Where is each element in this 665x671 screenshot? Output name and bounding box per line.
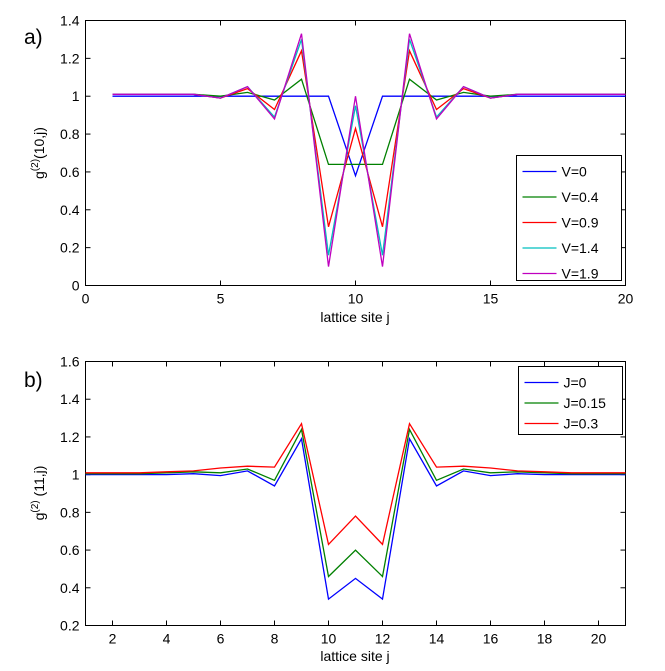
y-tick-label: 0.6 <box>60 542 80 558</box>
legend-label: V=0 <box>562 164 588 180</box>
legend-label: V=1.4 <box>562 240 599 256</box>
y-tick-label: 0.2 <box>60 240 80 256</box>
x-tick-label: 16 <box>483 631 499 647</box>
legend-label: J=0.3 <box>564 416 599 432</box>
panel-a: a) 0 5 10 15 20 0 0.2 0.4 0.6 0.8 1 1.2 1.4 lattice … <box>24 13 633 326</box>
y-tick-label: 1.2 <box>60 429 80 445</box>
y-tick-label: 0.8 <box>60 126 80 142</box>
y-tick-label: 1 <box>72 88 80 104</box>
y-tick-label: 0.8 <box>60 504 80 520</box>
y-tick-label: 0.2 <box>60 618 80 634</box>
x-tick-label: 20 <box>618 291 634 307</box>
x-tick-label: 10 <box>348 291 364 307</box>
series-line-v-0 <box>112 95 626 178</box>
x-tick-label: 18 <box>537 631 553 647</box>
x-axis-label-b: lattice site j <box>320 648 389 664</box>
legend-label: V=0.4 <box>562 189 599 205</box>
x-tick-label: 4 <box>163 631 171 647</box>
series-line-j-0-3 <box>85 422 626 546</box>
legend-label: J=0.15 <box>564 395 607 411</box>
y-tick-label: 1.4 <box>60 13 80 29</box>
series-line-j-0 <box>85 436 626 601</box>
y-tick-label: 0.6 <box>60 164 80 180</box>
legend-a: V=0 V=0.4 V=0.9 V=1.4 V=1.9 <box>516 155 622 282</box>
x-tick-label: 5 <box>217 291 225 307</box>
y-tick-label: 0 <box>72 278 80 294</box>
series-line-j-0-15 <box>85 427 626 578</box>
x-axis-label-a: lattice site j <box>320 309 389 325</box>
x-tick-label: 6 <box>217 631 225 647</box>
y-tick-label: 1.4 <box>60 391 80 407</box>
x-tick-label: 8 <box>271 631 279 647</box>
x-tick-label: 15 <box>483 291 499 307</box>
y-tick-label: 0.4 <box>60 202 80 218</box>
panel-label-b: b) <box>24 369 43 392</box>
legend-label: V=0.9 <box>562 215 599 231</box>
legend-label: J=0 <box>564 375 587 391</box>
legend-label: V=1.9 <box>562 266 599 282</box>
legend-box-a <box>516 155 622 281</box>
x-tick-label: 12 <box>375 631 391 647</box>
x-tick-label: 20 <box>591 631 607 647</box>
panel-b: b) 2 4 6 8 10 12 14 16 18 20 0.2 0.4 0.6 0.8 1 1.2 1.4 1.… <box>24 354 626 664</box>
panel-label-a: a) <box>24 26 43 49</box>
x-tick-label: 2 <box>109 631 117 647</box>
y-axis-label-a: g(2)(10,j) <box>30 127 47 179</box>
ticks-a: 0 5 10 15 20 0 0.2 0.4 0.6 0.8 1 1.2 1.4 <box>60 13 633 307</box>
legend-b: J=0 J=0.15 J=0.3 <box>518 366 623 435</box>
x-tick-label: 10 <box>321 631 337 647</box>
series-a <box>112 33 626 267</box>
y-tick-label: 1.6 <box>60 354 80 370</box>
x-tick-label: 0 <box>82 291 90 307</box>
y-axis-label-b: g(2) (11,j) <box>30 466 47 521</box>
y-tick-label: 0.4 <box>60 580 80 596</box>
y-tick-label: 1.2 <box>60 50 80 66</box>
y-tick-label: 1 <box>72 467 80 483</box>
series-b <box>85 422 626 601</box>
series-line-v-1-9 <box>112 33 626 267</box>
x-tick-label: 14 <box>429 631 445 647</box>
